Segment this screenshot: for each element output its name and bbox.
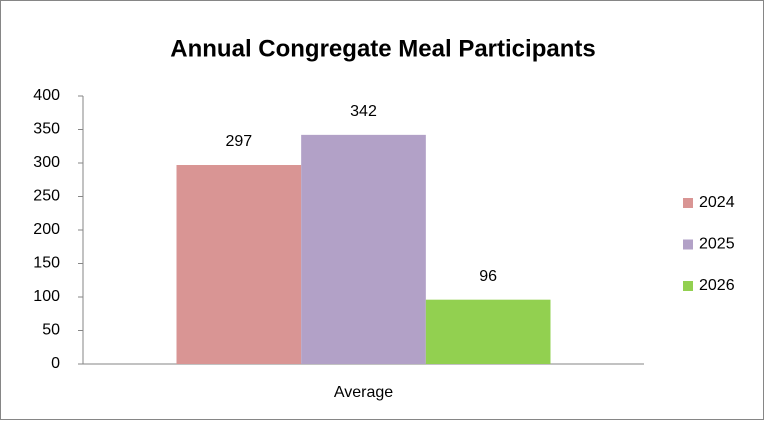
legend-swatch (683, 198, 693, 208)
y-tick-label: 150 (33, 255, 60, 272)
legend-swatch (683, 281, 693, 291)
data-label: 96 (479, 268, 497, 285)
y-tick-label: 350 (33, 121, 60, 138)
y-tick-label: 0 (51, 355, 60, 372)
data-label: 297 (225, 133, 252, 150)
bar (176, 165, 302, 364)
y-tick-label: 250 (33, 188, 60, 205)
y-tick-label: 50 (42, 322, 60, 339)
y-tick-label: 200 (33, 221, 60, 238)
legend-label: 2024 (699, 194, 735, 211)
bar (425, 299, 551, 364)
y-tick-label: 100 (33, 288, 60, 305)
x-tick-label: Average (334, 384, 393, 401)
data-label: 342 (350, 103, 377, 120)
legend-label: 2025 (699, 236, 735, 253)
y-tick-label: 300 (33, 154, 60, 171)
legend-swatch (683, 239, 693, 250)
chart-title: Annual Congregate Meal Participants (170, 35, 595, 62)
legend-label: 2026 (699, 277, 735, 294)
y-tick-label: 400 (33, 87, 60, 104)
bar (301, 134, 426, 364)
